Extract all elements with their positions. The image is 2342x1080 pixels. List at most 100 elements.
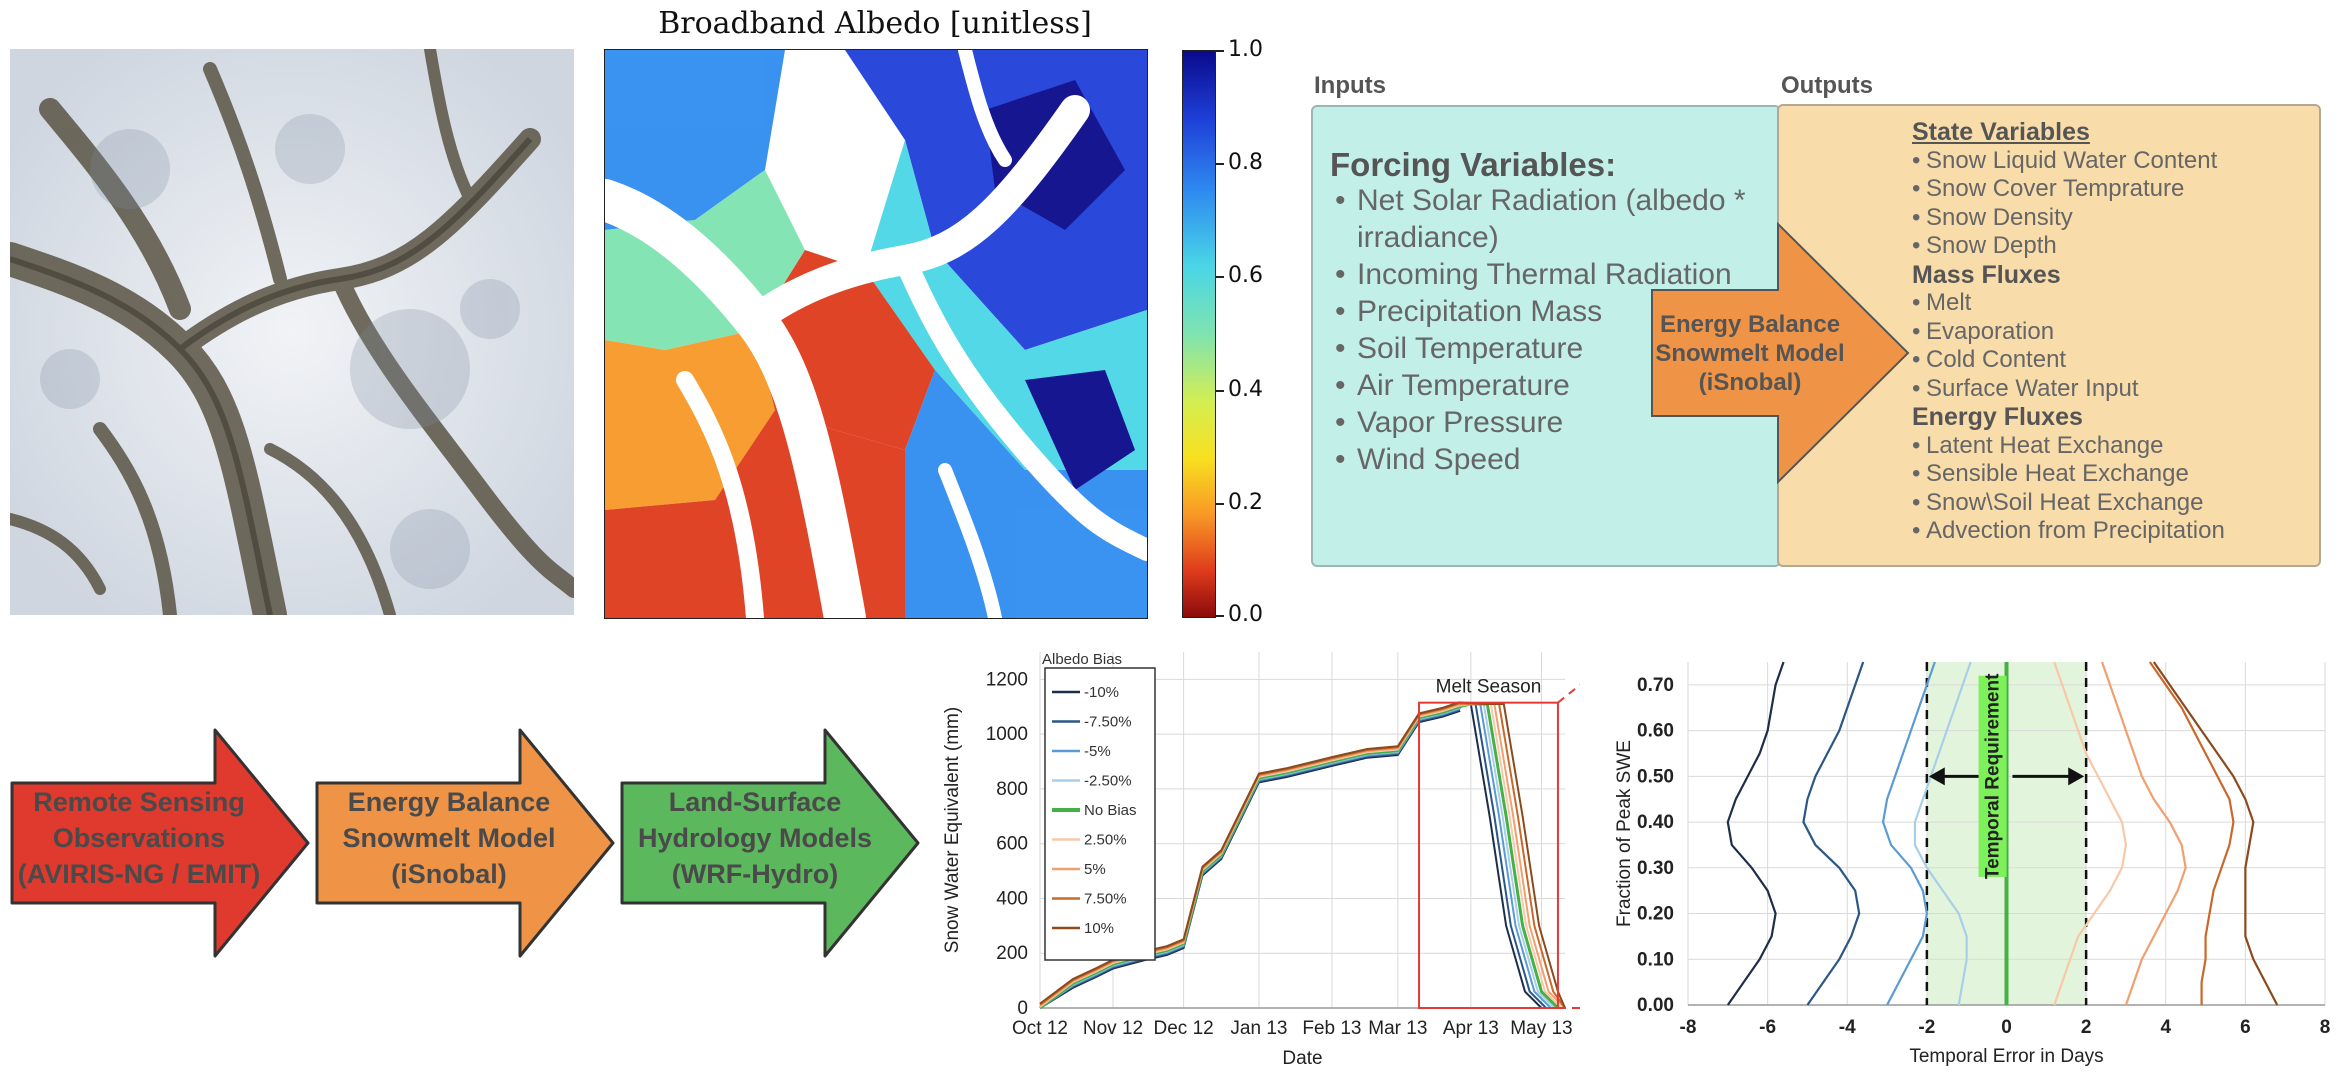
x-tick-label: May 13: [1510, 1018, 1572, 1039]
error-series-line: [2152, 661, 2279, 1006]
melt-season-box: [1418, 701, 1559, 1010]
forcing-item: Soil Temperature: [1335, 330, 1755, 367]
x-tick-label: 0: [2001, 1017, 2012, 1038]
legend-label: 5%: [1084, 861, 1106, 878]
y-tick-label: 0.40: [1637, 812, 1674, 833]
y-tick-label: 1200: [986, 669, 1028, 690]
output-item: Melt: [1912, 289, 2312, 318]
y-tick-label: 600: [996, 834, 1028, 855]
y-tick-label: 0.50: [1637, 766, 1674, 787]
flow-label-line: Remote Sensing: [33, 787, 245, 817]
error-series-line: [2148, 661, 2235, 1005]
error-series-line: [1726, 661, 1785, 1006]
x-tick-label: -2: [1918, 1017, 1935, 1038]
albedo-map: [604, 49, 1148, 619]
y-axis-label: Fraction of Peak SWE: [1614, 740, 1635, 927]
arrowhead-left: [1928, 767, 1945, 786]
y-tick-label: 0.10: [1637, 949, 1674, 970]
error-series-line: [1913, 661, 1972, 1006]
x-tick-label: Mar 13: [1368, 1018, 1427, 1039]
y-axis-label: Snow Water Equivalent (mm): [942, 707, 963, 953]
y-tick-label: 200: [996, 943, 1028, 964]
forcing-item: Net Solar Radiation (albedo * irradiance…: [1335, 182, 1755, 256]
flow-label-line: Energy Balance: [347, 787, 551, 817]
x-tick-label: 2: [2081, 1017, 2092, 1038]
colorbar-label: 0.0: [1228, 602, 1263, 627]
temporal-error-chart: 0.00 0.10 0.20 0.30 0.40 0.50 0.60 0.70 -8 -6 -4 -2…: [1614, 661, 2331, 1067]
x-tick-label: -4: [1839, 1017, 1856, 1038]
y-tick-label: 0.00: [1637, 995, 1674, 1016]
colorbar-label: 0.2: [1228, 490, 1263, 515]
swe-legend: Albedo Bias -10% -7.50% -5% -2.50% No Bias 2.5…: [1042, 651, 1156, 961]
legend-title: Albedo Bias: [1042, 651, 1122, 668]
state-variables-header: State Variables: [1912, 118, 2090, 146]
output-item: Snow Cover Temprature: [1912, 175, 2312, 204]
outputs-list: State Variables Snow Liquid Water Conten…: [1912, 118, 2312, 546]
model-center-arrow: [1651, 222, 1910, 484]
forcing-item: Wind Speed: [1335, 441, 1755, 478]
y-tick-label: 800: [996, 779, 1028, 800]
colorbar-tick: [1216, 163, 1224, 165]
x-tick-label: 4: [2160, 1017, 2171, 1038]
swe-series-line: [1039, 703, 1543, 1009]
error-series-line: [2101, 661, 2187, 1006]
output-item: Snow\Soil Heat Exchange: [1912, 489, 2312, 518]
y-tick-label: 0.60: [1637, 721, 1674, 742]
x-tick-label: Nov 12: [1083, 1018, 1143, 1039]
albedo-map-graphic: [605, 50, 1147, 618]
model-center-line: (iSnobal): [1698, 369, 1802, 396]
legend-box: [1044, 667, 1156, 961]
output-item: Cold Content: [1912, 346, 2312, 375]
colorbar-tick: [1216, 276, 1224, 278]
colorbar-label: 0.8: [1228, 150, 1263, 175]
legend-label: No Bias: [1084, 802, 1137, 819]
y-tick-label: 0.30: [1637, 858, 1674, 879]
x-tick-label: 6: [2240, 1017, 2251, 1038]
forcing-item: Vapor Pressure: [1335, 404, 1755, 441]
y-tick-label: 1000: [986, 724, 1028, 745]
error-series-line: [1881, 661, 1936, 1006]
output-item: Surface Water Input: [1912, 375, 2312, 404]
y-tick-label: 0: [1017, 998, 1028, 1019]
legend-label: 7.50%: [1084, 891, 1127, 908]
swe-timeseries-chart: 0 200 400 600 800 1000 1200 Oct 12 Nov 12 Dec 12 J…: [942, 651, 1580, 1069]
flow-arrow-energy-balance: [315, 728, 615, 958]
legend-label: -5%: [1084, 743, 1111, 760]
output-item: Sensible Heat Exchange: [1912, 460, 2312, 489]
flow-label-energy-balance: Energy Balance Snowmelt Model (iSnobal): [324, 784, 574, 892]
x-tick-label: 8: [2320, 1017, 2331, 1038]
flow-label-line: (AVIRIS-NG / EMIT): [17, 859, 261, 889]
error-series-line: [2053, 661, 2128, 1006]
swe-series-line: [1039, 703, 1547, 1009]
flow-label-line: Land-Surface: [668, 787, 842, 817]
x-tick-label: -6: [1759, 1017, 1776, 1038]
legend-label: -2.50%: [1084, 773, 1132, 790]
forcing-item: Precipitation Mass: [1335, 293, 1755, 330]
x-tick-label: -8: [1680, 1017, 1697, 1038]
legend-label: -10%: [1084, 684, 1119, 701]
colorbar-label: 0.4: [1228, 377, 1263, 402]
flow-label-hydrology: Land-Surface Hydrology Models (WRF-Hydro…: [630, 784, 880, 892]
output-item: Snow Depth: [1912, 232, 2312, 261]
y-tick-label: 400: [996, 888, 1028, 909]
model-center-label: Energy Balance Snowmelt Model (iSnobal): [1640, 310, 1860, 397]
output-item: Evaporation: [1912, 318, 2312, 347]
error-series-line: [1802, 661, 1865, 1006]
model-center-line: Snowmelt Model: [1655, 340, 1845, 367]
requirement-label-bg: [1978, 675, 2007, 877]
flow-label-remote-sensing: Remote Sensing Observations (AVIRIS-NG /…: [14, 784, 264, 892]
flow-label-line: (WRF-Hydro): [671, 859, 839, 889]
y-tick-label: 0.70: [1637, 675, 1674, 696]
melt-season-connector: [1557, 684, 1580, 704]
output-item: Latent Heat Exchange: [1912, 432, 2312, 461]
output-item: Snow Density: [1912, 204, 2312, 233]
x-axis-label: Temporal Error in Days: [1909, 1046, 2103, 1067]
energy-fluxes-header: Energy Fluxes: [1912, 403, 2083, 431]
flow-label-line: Observations: [52, 823, 226, 853]
forcing-item: Air Temperature: [1335, 367, 1755, 404]
x-tick-label: Oct 12: [1012, 1018, 1068, 1039]
colorbar-label: 1.0: [1228, 37, 1263, 62]
x-tick-label: Apr 13: [1443, 1018, 1499, 1039]
flow-arrow-remote-sensing: [10, 728, 310, 958]
melt-season-label: Melt Season: [1436, 677, 1542, 698]
